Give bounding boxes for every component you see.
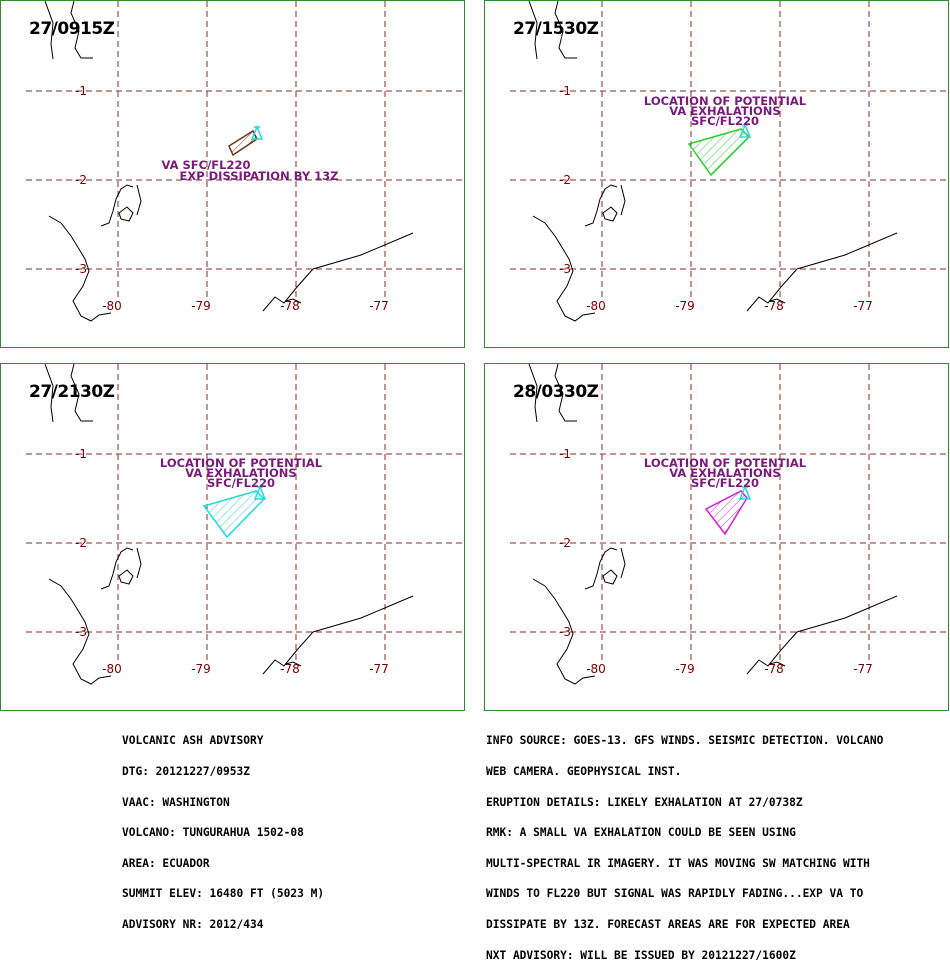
panel-1: -80 -79 -78 -77 -1 -2 -3 VA SFC/FL220 EXP DISSIP…	[0, 0, 465, 348]
lat-label: -3	[559, 625, 571, 639]
lon-label: -78	[280, 299, 300, 313]
panel-time-2: 27/1530Z	[513, 19, 599, 39]
lat-label: -2	[559, 173, 571, 187]
info-left-line: VOLCANO: TUNGURAHUA 1502-08	[122, 826, 304, 840]
advisory-label: VA EXHALATIONS	[185, 466, 296, 480]
lon-label: -80	[586, 299, 606, 313]
lon-label: -77	[853, 662, 873, 676]
panel-3: -80 -79 -78 -77 -1 -2 -3 LOCATION OF POTENTIAL V…	[0, 363, 465, 711]
gulf-outline	[620, 184, 626, 216]
info-right-line: NXT ADVISORY: WILL BE ISSUED BY 20121227…	[486, 948, 796, 962]
panel-time-1: 27/0915Z	[29, 19, 115, 39]
lat-label: -2	[75, 536, 87, 550]
lon-label: -79	[675, 299, 695, 313]
map-4: -80 -79 -78 -77 -1 -2 -3 LOCATION OF POTENTIALV…	[510, 364, 948, 685]
advisory-label: LOCATION OF POTENTIAL	[160, 456, 323, 470]
volcano-icon	[250, 125, 264, 140]
advisory-label: SFC/FL220	[691, 476, 759, 490]
gulf-outline	[136, 184, 142, 216]
volcano-icon	[738, 485, 752, 500]
lon-label: -77	[369, 662, 389, 676]
info-left-line: SUMMIT ELEV: 16480 FT (5023 M)	[122, 887, 325, 901]
lat-label: -1	[75, 447, 87, 461]
lat-label: -2	[559, 536, 571, 550]
advisory-label: VA EXHALATIONS	[669, 466, 780, 480]
info-right-line: WEB CAMERA. GEOPHYSICAL INST.	[486, 765, 682, 778]
info-right-line: DISSIPATE BY 13Z. FORECAST AREAS ARE FOR…	[486, 917, 850, 931]
lat-label: -1	[559, 447, 571, 461]
map-3: -80 -79 -78 -77 -1 -2 -3 LOCATION OF POTENTIALV…	[26, 364, 464, 685]
lat-label: -2	[75, 173, 87, 187]
lat-label: -3	[75, 625, 87, 639]
info-right-line: INFO SOURCE: GOES-13. GFS WINDS. SEISMIC…	[486, 734, 884, 748]
advisory-label: SFC/FL220	[691, 114, 759, 128]
info-left-line: DTG: 20121227/0953Z	[122, 765, 250, 778]
border-line	[746, 595, 898, 675]
lon-label: -79	[675, 662, 695, 676]
lat-label: -1	[559, 84, 571, 98]
lon-label: -78	[280, 662, 300, 676]
ash-polygon	[228, 129, 258, 157]
info-left-line: VAAC: WASHINGTON	[122, 795, 230, 809]
advisory-remarks: INFO SOURCE: GOES-13. GFS WINDS. SEISMIC…	[486, 716, 883, 971]
info-right-line: MULTI-SPECTRAL IR IMAGERY. IT WAS MOVING…	[486, 856, 870, 870]
lon-label: -79	[191, 662, 211, 676]
border-line	[262, 595, 414, 675]
panel-time-4: 28/0330Z	[513, 382, 599, 402]
info-right-line: ERUPTION DETAILS: LIKELY EXHALATION AT 2…	[486, 795, 803, 809]
info-left-line: ADVISORY NR: 2012/434	[122, 917, 264, 931]
lat-label: -3	[75, 262, 87, 276]
lon-label: -80	[102, 299, 122, 313]
coastline	[44, 364, 134, 685]
map-2: -80 -79 -78 -77 -1 -2 -3 LOCATION OF POTENTIALV…	[510, 1, 948, 322]
border-line	[262, 232, 414, 312]
ash-polygon	[704, 490, 748, 536]
lon-label: -80	[586, 662, 606, 676]
info-left-line: VOLCANIC ASH ADVISORY	[122, 734, 264, 748]
panel-4: -80 -79 -78 -77 -1 -2 -3 LOCATION OF POTENTIAL V…	[484, 363, 949, 711]
gulf-outline	[620, 547, 626, 579]
info-right-line: RMK: A SMALL VA EXHALATION COULD BE SEEN…	[486, 826, 796, 840]
gulf-outline	[136, 547, 142, 579]
advisory-header: VOLCANIC ASH ADVISORY DTG: 20121227/0953…	[122, 716, 324, 940]
border-line	[746, 232, 898, 312]
info-right-line: WINDS TO FL220 BUT SIGNAL WAS RAPIDLY FA…	[486, 887, 864, 901]
lat-label: -1	[75, 84, 87, 98]
panel-2: -80 -79 -78 -77 -1 -2 -3 LOCATION OF POTENTIAL V…	[484, 0, 949, 348]
lon-label: -78	[764, 662, 784, 676]
advisory-label: VA EXHALATIONS	[669, 104, 780, 118]
volcano-icon	[253, 485, 267, 500]
coastline	[528, 364, 618, 685]
lon-label: -77	[853, 299, 873, 313]
info-left-line: AREA: ECUADOR	[122, 856, 210, 870]
coastline	[44, 1, 134, 322]
lon-label: -79	[191, 299, 211, 313]
lat-label: -3	[559, 262, 571, 276]
advisory-label: EXP DISSIPATION BY 13Z	[179, 169, 338, 183]
advisory-label: VA SFC/FL220	[162, 158, 251, 172]
advisory-label: LOCATION OF POTENTIAL	[644, 94, 807, 108]
lon-label: -78	[764, 299, 784, 313]
lon-label: -80	[102, 662, 122, 676]
panel-time-3: 27/2130Z	[29, 382, 115, 402]
lon-label: -77	[369, 299, 389, 313]
advisory-label: SFC/FL220	[207, 476, 275, 490]
advisory-label: LOCATION OF POTENTIAL	[644, 456, 807, 470]
volcano-icon	[738, 123, 752, 138]
coastline	[528, 1, 618, 322]
